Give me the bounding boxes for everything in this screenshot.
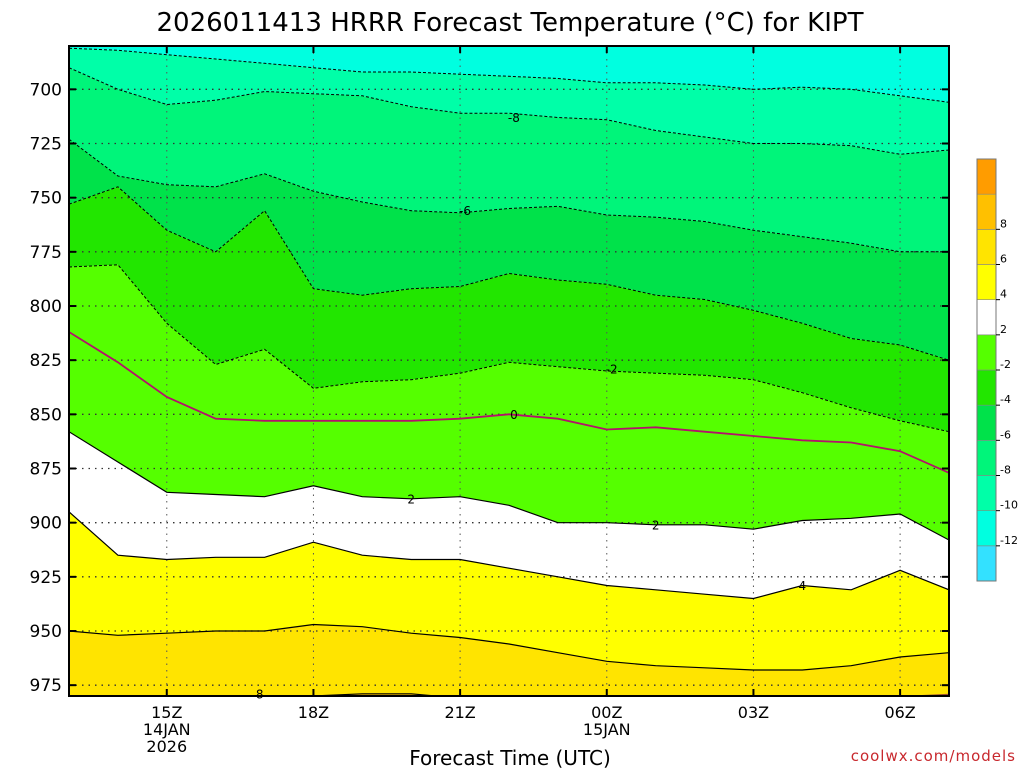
colorbar-swatch (976, 440, 997, 476)
contour-label--8: -8 (508, 111, 520, 125)
colorbar-swatch (976, 158, 997, 195)
colorbar-label-8: 8 (1000, 217, 1007, 230)
temp-band-6-to-8 (69, 624, 949, 696)
contour-line-8 (251, 693, 443, 696)
y-tick-label-800: 800 (30, 297, 62, 317)
credit-text: coolwx.com/models (851, 747, 1016, 765)
y-tick-label-725: 725 (30, 135, 62, 155)
x-tick-label-00z: 00Z (591, 703, 622, 722)
y-tick-label-950: 950 (30, 622, 62, 642)
contour-label-4: 4 (799, 579, 807, 593)
colorbar-swatch (976, 334, 997, 371)
x-tick-label-03z: 03Z (738, 703, 769, 722)
x-axis-title: Forecast Time (UTC) (409, 746, 611, 768)
colorbar-swatch (976, 545, 997, 582)
plot-frame (68, 45, 950, 697)
y-tick-label-775: 775 (30, 243, 62, 263)
temp-band-0-to-2 (69, 332, 949, 540)
contour-line--6 (69, 138, 949, 253)
y-tick-label-975: 975 (30, 676, 62, 696)
contour-line-2 (69, 431, 949, 541)
colorbar-swatch (976, 264, 997, 300)
y-tick-label-825: 825 (30, 351, 62, 371)
contour-label-8: 8 (256, 687, 264, 701)
colorbar-swatch (976, 299, 997, 336)
colorbar-swatch (976, 229, 997, 265)
colorbar: -12 -10 -8 -6 -4 -2 2 4 6 8 (976, 158, 1018, 582)
colorbar-swatch (976, 193, 997, 230)
temp-band-4-to-6 (69, 511, 949, 670)
colorbar-label--2: -2 (1000, 358, 1011, 371)
temp-band--6-to--4 (69, 139, 949, 361)
y-tick-label-750: 750 (30, 189, 62, 209)
y-tick-label-850: 850 (30, 405, 62, 425)
temp-band-above-8 (69, 693, 949, 696)
colorbar-label-4: 4 (1000, 288, 1007, 301)
plot-area (69, 46, 949, 696)
contour-label-2: 2 (407, 492, 415, 506)
colorbar-label-6: 6 (1000, 253, 1007, 266)
x-tick-label-18z: 18Z (298, 703, 329, 722)
colorbar-label--6: -6 (1000, 428, 1011, 441)
contour-line--10 (69, 47, 949, 103)
contour-line-6 (69, 623, 949, 671)
contour-label-0: 0 (510, 408, 518, 422)
x-tick-label-21z: 21Z (444, 703, 475, 722)
y-axis: 700 725 750 775 800 825 850 875 900 925 950 975 (30, 80, 949, 696)
contour-label--6: -6 (459, 204, 471, 218)
contour-label--2: -2 (606, 362, 618, 376)
colorbar-label-2: 2 (1000, 323, 1007, 336)
contour-label-2: 2 (652, 518, 660, 532)
x-tick-label-14jan: 14JAN (143, 720, 191, 739)
contour-line--2 (69, 264, 949, 433)
temp-band-2-to-4 (69, 431, 949, 599)
colorbar-label--8: -8 (1000, 464, 1011, 477)
colorbar-swatch (976, 404, 997, 441)
contour-lines (69, 47, 949, 696)
colorbar-swatch (976, 475, 997, 511)
colorbar-label--4: -4 (1000, 393, 1011, 406)
colorbar-swatch (976, 510, 997, 547)
chart-title: 2026011413 HRRR Forecast Temperature (°C… (157, 8, 864, 38)
contour-line-4 (69, 511, 949, 600)
y-tick-label-700: 700 (30, 80, 62, 100)
y-tick-label-875: 875 (30, 460, 62, 480)
temp-band--4-to--2 (69, 186, 949, 432)
temp-band--10-to--8 (69, 48, 949, 155)
x-tick-label-15jan: 15JAN (583, 720, 631, 739)
contour-labels: -8 -6 -2 0 2 2 4 8 (256, 111, 807, 701)
colorbar-swatch (976, 369, 997, 406)
contour-line--8 (69, 67, 949, 155)
x-tick-label-2026: 2026 (146, 737, 187, 756)
y-tick-label-925: 925 (30, 568, 62, 588)
gridlines (69, 46, 949, 696)
x-tick-label-15z: 15Z (151, 703, 182, 722)
contour-line-0 (69, 331, 949, 474)
temp-band-below--10 (69, 46, 949, 103)
contour-line--4 (69, 186, 949, 361)
colorbar-label--10: -10 (1000, 499, 1018, 512)
colorbar-label--12: -12 (1000, 534, 1018, 547)
x-tick-label-06z: 06Z (884, 703, 915, 722)
y-tick-label-900: 900 (30, 514, 62, 534)
temp-band--8-to--6 (69, 67, 949, 252)
